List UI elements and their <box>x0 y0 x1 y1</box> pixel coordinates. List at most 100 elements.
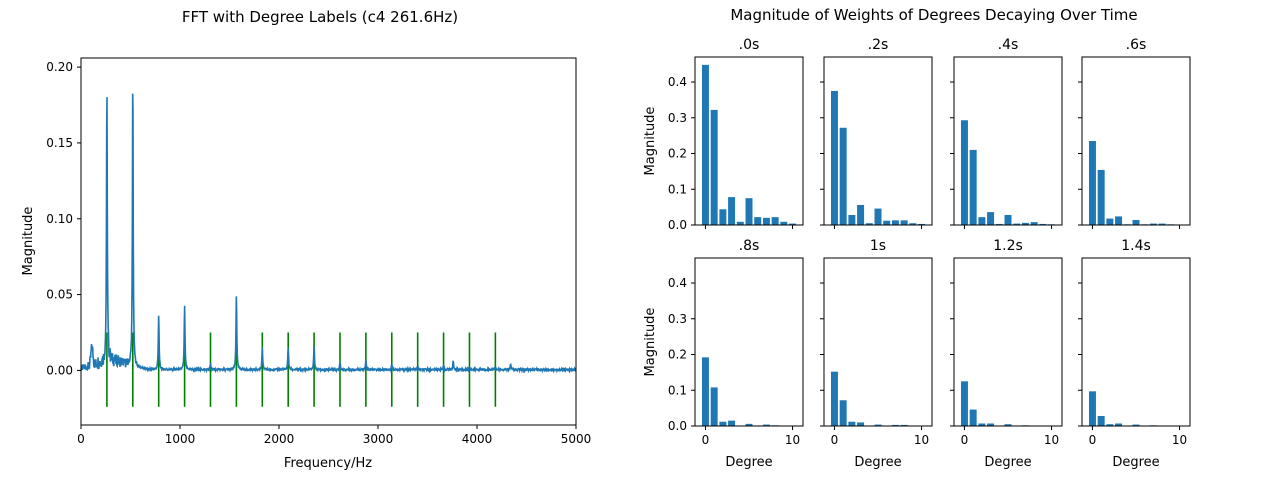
panel-2: .4s <box>950 37 1063 229</box>
bar-degree-8 <box>1030 222 1038 225</box>
panel-y-tick-label: 0.2 <box>668 348 687 362</box>
panel-x-axis-label: Degree <box>984 455 1031 470</box>
fft-spectrum-line <box>80 93 577 374</box>
bar-degree-2 <box>848 214 856 225</box>
fft-x-axis-label: Frequency/Hz <box>284 456 372 471</box>
bar-degree-2 <box>978 217 986 225</box>
panel-frame <box>953 56 1063 226</box>
bar-degree-5 <box>745 423 753 426</box>
panel-y-tick-label: 0.3 <box>668 312 687 326</box>
panel-title: 1.4s <box>1121 238 1151 254</box>
bar-degree-0 <box>830 371 838 426</box>
degree-weights-chart: Magnitude of Weights of Degrees Decaying… <box>643 6 1191 470</box>
panel-y-tick-label: 0.4 <box>668 276 687 290</box>
bar-degree-1 <box>710 387 718 426</box>
panel-frame <box>694 56 804 226</box>
bar-degree-3 <box>728 197 736 225</box>
fft-y-tick-label: 0.05 <box>46 288 73 302</box>
panel-title: .8s <box>739 238 760 254</box>
panel-0: .0s 0.0 0.1 0.2 0.3 0.4 Magnitude <box>643 37 804 232</box>
bar-degree-1 <box>839 400 847 426</box>
panel-title: .6s <box>1126 37 1147 53</box>
panel-y-tick-label: 0.1 <box>668 182 687 196</box>
bar-degree-9 <box>1039 223 1047 225</box>
panel-x-tick-label: 0 <box>961 433 969 447</box>
panel-frame <box>694 257 804 427</box>
bar-degree-6 <box>883 220 891 225</box>
bar-degree-6 <box>754 217 762 225</box>
bar-degree-4 <box>865 223 873 225</box>
fft-x-tick-label: 0 <box>77 432 85 446</box>
bar-degree-0 <box>701 64 709 225</box>
panel-7: 1.4s 0 10 Degree <box>1078 238 1191 470</box>
bar-degree-3 <box>857 204 865 225</box>
fft-x-tick-label: 2000 <box>264 432 295 446</box>
bar-degree-1 <box>969 409 977 426</box>
panel-frame <box>823 56 933 226</box>
panel-y-tick-label: 0.2 <box>668 147 687 161</box>
bar-degree-0 <box>960 381 968 426</box>
fft-x-tick-label: 1000 <box>165 432 196 446</box>
bar-degree-0 <box>1088 141 1096 225</box>
bar-degree-8 <box>900 220 908 225</box>
panel-title: 1s <box>870 238 886 254</box>
panel-frame <box>823 257 933 427</box>
bar-degree-1 <box>969 149 977 225</box>
bar-degree-2 <box>978 423 986 426</box>
panel-6: 1.2s 0 10 Degree <box>950 238 1063 470</box>
panel-x-tick-label: 0 <box>831 433 839 447</box>
bar-degree-3 <box>987 212 995 225</box>
bar-degree-2 <box>1106 424 1114 426</box>
panel-x-tick-label: 10 <box>1044 433 1059 447</box>
panel-x-tick-label: 0 <box>702 433 710 447</box>
panel-y-tick-label: 0.0 <box>668 419 687 433</box>
fft-axes-frame <box>80 57 577 426</box>
bar-degree-3 <box>1115 216 1123 225</box>
fft-chart: FFT with Degree Labels (c4 261.6Hz) 0 100… <box>21 8 591 471</box>
fft-y-tick-label: 0.00 <box>46 363 73 377</box>
panel-5: 1s 0 10 Degree <box>820 238 933 470</box>
bar-degree-9 <box>909 223 917 225</box>
bar-degree-7 <box>891 424 899 426</box>
bar-degree-5 <box>745 198 753 225</box>
panel-x-tick-label: 0 <box>1089 433 1097 447</box>
fft-y-tick-label: 0.20 <box>46 60 73 74</box>
panel-title: .2s <box>868 37 889 53</box>
panel-x-axis-label: Degree <box>1112 455 1159 470</box>
bar-degree-0 <box>701 357 709 426</box>
bar-degree-9 <box>780 221 788 225</box>
panel-x-tick-label: 10 <box>914 433 929 447</box>
panel-y-axis-label: Magnitude <box>643 107 658 176</box>
bar-degree-0 <box>1088 391 1096 426</box>
bar-degree-8 <box>1158 223 1166 225</box>
panel-x-axis-label: Degree <box>725 455 772 470</box>
bar-degree-5 <box>874 424 882 426</box>
panel-x-axis-label: Degree <box>854 455 901 470</box>
panel-y-axis-label: Magnitude <box>643 308 658 377</box>
panel-y-tick-label: 0.0 <box>668 218 687 232</box>
panel-y-tick-label: 0.4 <box>668 75 687 89</box>
panel-title: .0s <box>739 37 760 53</box>
panel-title: 1.2s <box>993 238 1023 254</box>
bar-degree-10 <box>918 223 926 225</box>
bar-degree-7 <box>762 424 770 426</box>
bar-degree-1 <box>839 127 847 225</box>
bar-degree-10 <box>789 223 797 225</box>
bar-degree-0 <box>830 90 838 226</box>
bar-degree-4 <box>736 221 744 225</box>
panel-frame <box>953 257 1063 427</box>
bar-degree-5 <box>874 208 882 225</box>
bar-degree-1 <box>1097 169 1105 225</box>
bar-degree-7 <box>1021 222 1029 225</box>
bar-degree-6 <box>1013 223 1021 225</box>
bar-degree-0 <box>960 120 968 225</box>
panel-title: .4s <box>998 37 1019 53</box>
fft-ticks: 0 1000 2000 3000 4000 5000 0.00 0.05 0.10 0.15 0.2… <box>46 60 591 446</box>
bar-degree-2 <box>1106 218 1114 225</box>
panel-y-tick-label: 0.1 <box>668 383 687 397</box>
bar-degree-1 <box>710 109 718 225</box>
degree-weights-panels: .0s 0.0 0.1 0.2 0.3 0.4 Magnitude .2s .4s .6s .8s 0… <box>643 37 1191 470</box>
bar-degree-2 <box>719 421 727 426</box>
panel-y-tick-label: 0.3 <box>668 111 687 125</box>
